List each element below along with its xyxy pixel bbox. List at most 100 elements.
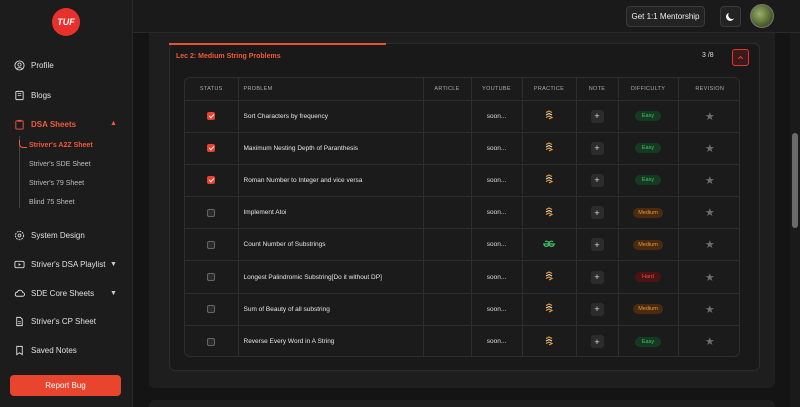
star-icon[interactable]: ★ — [704, 303, 715, 316]
scrollbar[interactable] — [790, 33, 800, 407]
codestudio-icon — [545, 303, 554, 313]
plus-icon: + — [594, 336, 600, 347]
add-note-button[interactable]: + — [590, 141, 604, 155]
problem-name[interactable]: Implement Atoi — [238, 196, 424, 230]
sidebar-subitem-a2z[interactable]: Striver's A2Z Sheet — [29, 142, 93, 149]
status-checkbox[interactable] — [207, 337, 216, 346]
sidebar-item-label: DSA Sheets — [31, 120, 77, 129]
sidebar-item-saved-notes[interactable]: Saved Notes — [14, 345, 77, 356]
add-note-button[interactable]: + — [590, 238, 604, 252]
codestudio-icon — [545, 271, 554, 281]
sidebar-item-dsa-playlist[interactable]: Striver's DSA Playlist — [14, 259, 105, 270]
add-note-button[interactable]: + — [590, 206, 604, 220]
codestudio-icon — [545, 336, 554, 346]
moon-icon — [726, 12, 735, 21]
status-checkbox[interactable] — [207, 305, 216, 314]
status-checkbox[interactable] — [207, 240, 216, 249]
article-cell — [423, 228, 472, 262]
practice-cell[interactable] — [522, 196, 577, 230]
tuf-logo[interactable]: TUF — [52, 8, 80, 36]
status-checkbox[interactable] — [207, 144, 216, 153]
sidebar-item-system-design[interactable]: System Design — [14, 230, 85, 241]
chevron-down-icon[interactable]: ▼ — [110, 261, 117, 268]
star-icon[interactable]: ★ — [704, 207, 715, 220]
column-header: PROBLEM — [238, 78, 424, 101]
difficulty-badge: Medium — [633, 207, 663, 218]
difficulty-cell: Easy — [618, 325, 679, 356]
practice-cell[interactable] — [522, 228, 577, 262]
status-checkbox[interactable] — [207, 208, 216, 217]
status-checkbox[interactable] — [207, 112, 216, 121]
sidebar-subitem-sde[interactable]: Striver's SDE Sheet — [29, 161, 91, 168]
add-note-button[interactable]: + — [590, 302, 604, 316]
column-header: ARTICLE — [423, 78, 472, 101]
theme-toggle-button[interactable] — [720, 6, 741, 27]
scrollbar-thumb[interactable] — [792, 133, 798, 228]
youtube-cell: soon... — [471, 100, 523, 133]
add-note-button[interactable]: + — [590, 270, 604, 284]
sidebar-item-blogs[interactable]: Blogs — [14, 90, 51, 101]
sidebar-subitem-blind75[interactable]: Blind 75 Sheet — [29, 199, 75, 206]
lecture-title[interactable]: Lec 2: Medium String Problems — [176, 53, 281, 60]
revision-cell: ★ — [678, 228, 739, 262]
table-row: Maximum Nesting Depth of Paranthesis soon… — [185, 132, 739, 165]
youtube-status: soon... — [486, 112, 507, 120]
report-bug-button[interactable]: Report Bug — [10, 375, 121, 396]
plus-icon: + — [594, 143, 600, 154]
problem-name[interactable]: Sum of Beauty of all substring — [238, 293, 424, 326]
table-row: Sort Characters by frequency soon... + Easy… — [185, 100, 739, 133]
lecture-progress-bar — [169, 43, 386, 45]
sidebar-item-profile[interactable]: Profile — [14, 60, 54, 71]
lecture-progress-count: 3 /8 — [702, 52, 714, 59]
problem-name[interactable]: Count Number of Substrings — [238, 228, 424, 262]
problem-name[interactable]: Maximum Nesting Depth of Paranthesis — [238, 132, 424, 165]
difficulty-badge: Hard — [635, 272, 661, 283]
problem-name[interactable]: Reverse Every Word in A String — [238, 325, 424, 356]
status-checkbox[interactable] — [207, 176, 216, 185]
status-checkbox[interactable] — [207, 273, 216, 282]
practice-cell[interactable] — [522, 293, 577, 326]
youtube-status: soon... — [486, 338, 507, 346]
avatar[interactable] — [750, 4, 774, 28]
difficulty-cell: Medium — [618, 228, 679, 262]
star-icon[interactable]: ★ — [704, 110, 715, 123]
add-note-button[interactable]: + — [590, 109, 604, 123]
practice-cell[interactable] — [522, 325, 577, 356]
add-note-button[interactable]: + — [590, 335, 604, 349]
codestudio-icon — [545, 174, 554, 184]
star-icon[interactable]: ★ — [704, 239, 715, 252]
collapse-lecture-button[interactable] — [732, 49, 749, 66]
star-icon[interactable]: ★ — [704, 336, 715, 349]
chevron-up-icon[interactable]: ▲ — [110, 120, 117, 127]
status-cell — [185, 132, 239, 165]
sidebar-item-sde-core[interactable]: SDE Core Sheets — [14, 288, 94, 299]
sidebar-item-cp-sheet[interactable]: Striver's CP Sheet — [14, 316, 96, 327]
practice-cell[interactable] — [522, 100, 577, 133]
sidebar-item-label: System Design — [31, 231, 85, 240]
note-cell: + — [576, 100, 619, 133]
star-icon[interactable]: ★ — [704, 271, 715, 284]
difficulty-badge: Easy — [635, 111, 661, 122]
problem-name[interactable]: Longest Palindromic Substring[Do it with… — [238, 260, 424, 294]
practice-cell[interactable] — [522, 260, 577, 294]
chevron-down-icon[interactable]: ▼ — [110, 290, 117, 297]
add-note-button[interactable]: + — [590, 173, 604, 187]
mentorship-button[interactable]: Get 1:1 Mentorship — [626, 6, 705, 27]
revision-cell: ★ — [678, 196, 739, 230]
problem-name[interactable]: Sort Characters by frequency — [238, 100, 424, 133]
revision-cell: ★ — [678, 260, 739, 294]
note-cell: + — [576, 325, 619, 356]
problem-name[interactable]: Roman Number to Integer and vice versa — [238, 164, 424, 198]
sidebar-item-dsa-sheets[interactable]: DSA Sheets — [14, 119, 76, 130]
practice-cell[interactable] — [522, 164, 577, 198]
difficulty-cell: Medium — [618, 196, 679, 230]
sidebar-item-label: Saved Notes — [31, 346, 77, 355]
article-cell — [423, 196, 472, 230]
next-step-card — [149, 400, 775, 407]
difficulty-cell: Medium — [618, 293, 679, 326]
practice-cell[interactable] — [522, 132, 577, 165]
sidebar-subitem-79[interactable]: Striver's 79 Sheet — [29, 180, 85, 187]
star-icon[interactable]: ★ — [704, 142, 715, 155]
star-icon[interactable]: ★ — [704, 174, 715, 187]
